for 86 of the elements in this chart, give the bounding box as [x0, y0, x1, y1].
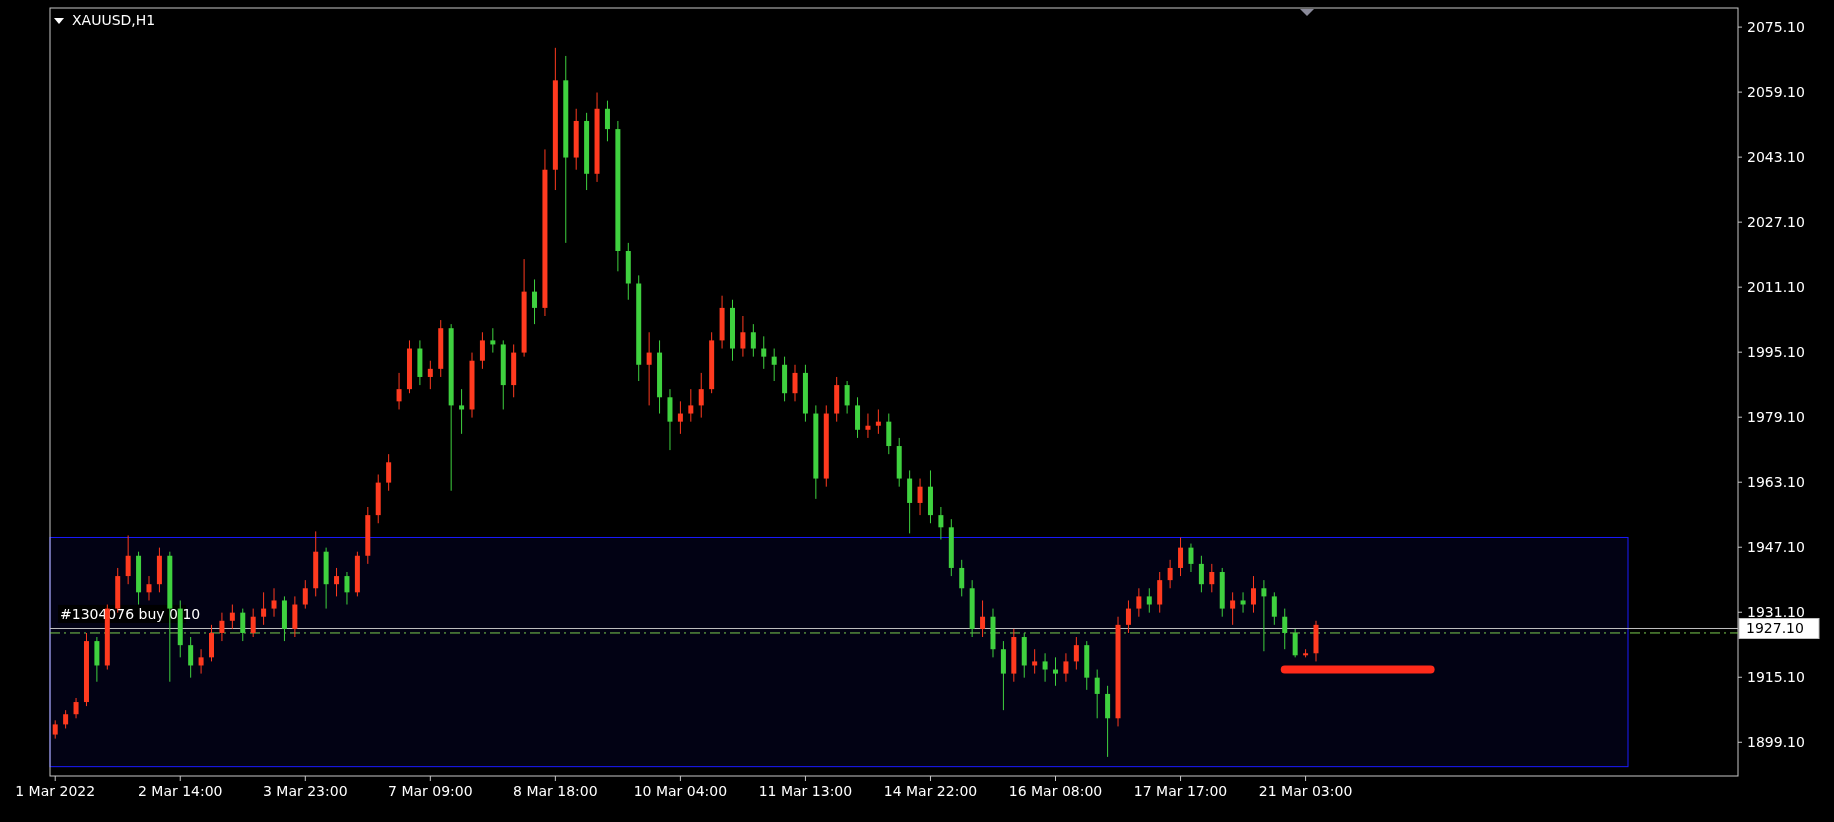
candlestick: [344, 571, 350, 606]
candlestick: [198, 648, 204, 675]
candlestick: [1209, 563, 1215, 593]
candlestick: [771, 348, 777, 382]
candlestick: [240, 608, 246, 642]
candlestick: [1250, 575, 1256, 614]
candlestick: [396, 372, 402, 410]
candlestick: [959, 559, 965, 597]
candlestick: [490, 327, 496, 354]
y-tick-label: 2027.10: [1747, 214, 1805, 231]
y-tick-label: 1899.10: [1747, 734, 1805, 751]
y-tick-label: 2011.10: [1747, 279, 1805, 296]
y-tick-label: 1995.10: [1747, 344, 1805, 361]
candlestick: [63, 709, 69, 729]
candlestick: [386, 453, 392, 492]
candlestick: [261, 591, 267, 626]
candlestick: [844, 380, 850, 415]
x-tick-label: 21 Mar 03:00: [1258, 783, 1353, 799]
candlestick: [761, 335, 767, 370]
x-tick-label: 7 Mar 09:00: [388, 783, 473, 799]
candlestick: [604, 100, 610, 142]
candlestick: [1073, 636, 1079, 671]
y-tick-label: 1963.10: [1747, 474, 1805, 491]
candlestick: [1292, 628, 1298, 658]
x-tick-label: 8 Mar 18:00: [513, 783, 598, 799]
x-tick-label: 10 Mar 04:00: [633, 783, 728, 799]
ref-line-label: 1927.10: [1746, 620, 1804, 637]
candlestick: [938, 506, 944, 540]
x-tick-label: 2 Mar 14:00: [137, 783, 223, 799]
candlestick: [459, 388, 465, 435]
candlestick: [875, 408, 881, 435]
candlestick: [1271, 591, 1277, 626]
candlestick: [1042, 652, 1048, 683]
x-tick-label: 11 Mar 13:00: [758, 783, 853, 799]
candlestick: [1053, 656, 1059, 687]
y-tick-label: 1915.10: [1747, 669, 1805, 686]
y-tick-label: 1979.10: [1747, 409, 1805, 426]
chart-title: XAUUSD,H1: [72, 12, 156, 28]
candlestick: [1136, 587, 1142, 618]
candlestick: [188, 636, 194, 679]
candlestick: [1261, 579, 1267, 652]
candlestick: [677, 400, 683, 435]
x-tick-label: 17 Mar 17:00: [1133, 783, 1228, 799]
candlestick: [219, 612, 225, 642]
candlestick: [146, 575, 152, 601]
candlestick: [271, 587, 277, 618]
candlestick: [1230, 591, 1236, 626]
candlestick: [688, 388, 694, 423]
candlestick: [229, 604, 235, 630]
candlestick: [1146, 587, 1152, 614]
candlestick: [302, 579, 308, 610]
x-tick-label: 1 Mar 2022: [15, 783, 96, 799]
candlestick: [73, 697, 79, 719]
x-tick-label: 14 Mar 22:00: [883, 783, 978, 799]
candlestick: [917, 478, 923, 516]
candlestick: [1188, 543, 1194, 573]
candlestick: [1282, 608, 1288, 650]
candlestick: [334, 567, 340, 597]
candlestick: [1178, 536, 1184, 577]
candlestick: [479, 331, 485, 370]
candlestick: [250, 608, 256, 638]
candlestick: [980, 599, 986, 638]
candlestick: [1063, 652, 1069, 683]
candlestick: [1240, 591, 1246, 614]
candlestick: [1032, 648, 1038, 675]
candlestick: [792, 364, 798, 402]
y-tick-label: 1947.10: [1747, 539, 1805, 556]
y-tick-label: 2059.10: [1747, 84, 1805, 101]
candlestick: [698, 372, 704, 419]
x-tick-label: 16 Mar 08:00: [1008, 783, 1103, 799]
candlestick: [1198, 555, 1204, 593]
y-tick-label: 2075.10: [1747, 19, 1805, 36]
y-tick-label: 2043.10: [1747, 149, 1805, 166]
candlestick: [1125, 599, 1131, 634]
y-tick-label: 1931.10: [1747, 604, 1805, 621]
candlestick: [646, 331, 652, 406]
candlestick: [1167, 559, 1173, 589]
candlestick: [750, 323, 756, 358]
candlestick: [532, 278, 538, 325]
candlestick: [1094, 669, 1100, 719]
candlestick: [125, 534, 131, 585]
x-tick-label: 3 Mar 23:00: [262, 783, 348, 799]
candlestick: [427, 360, 433, 390]
candlestick: [740, 315, 746, 358]
candlestick: [52, 719, 58, 740]
candlestick: [865, 413, 871, 439]
